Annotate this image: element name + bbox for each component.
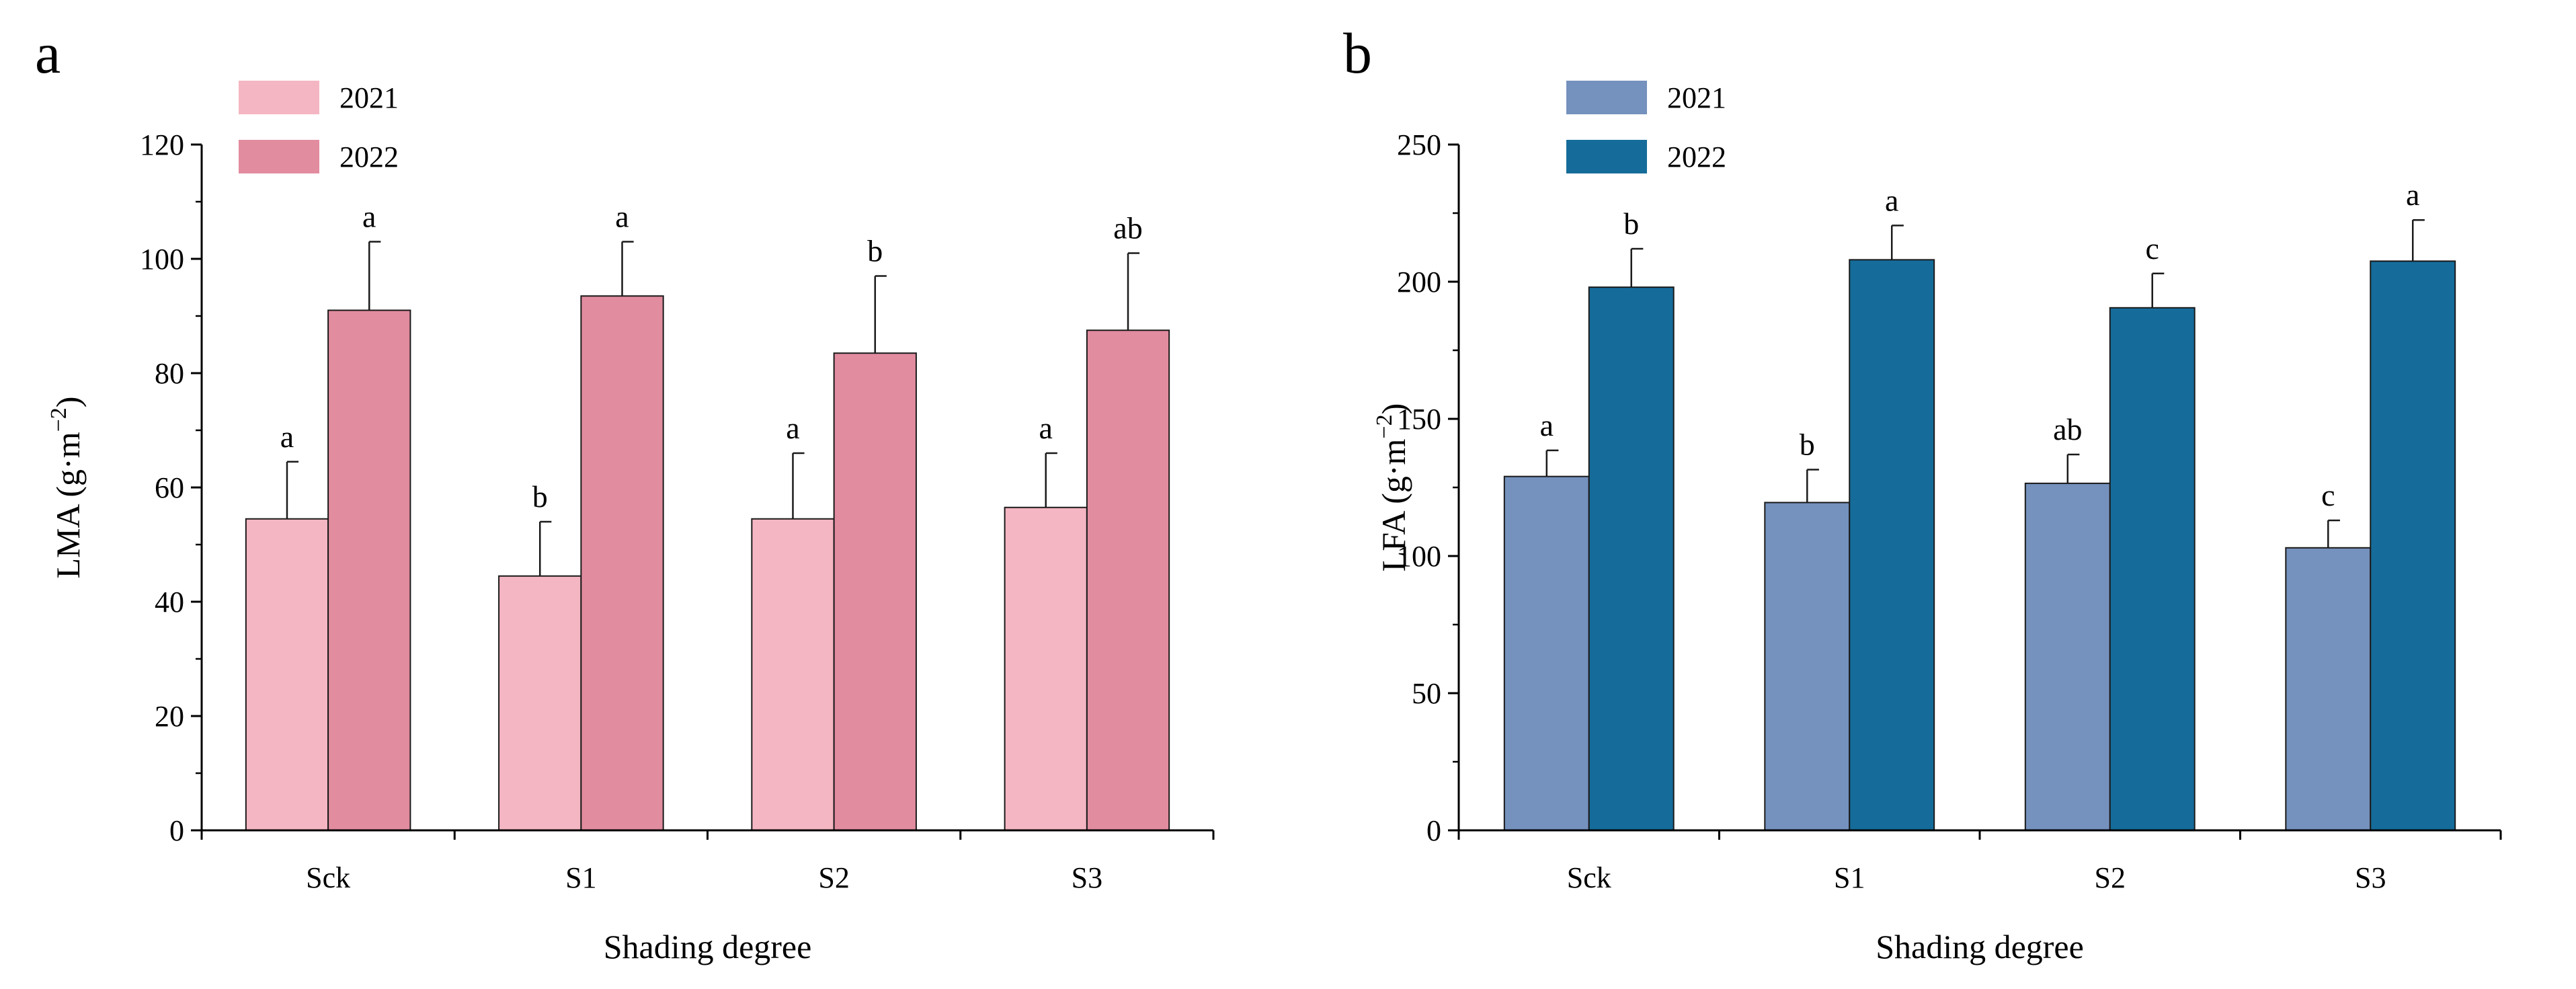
significance-letter: c [2146, 231, 2159, 266]
bar-2021-S2 [2024, 482, 2111, 831]
bar-2022-S2 [833, 352, 917, 831]
y-axis-title: LMA (g·m−2) [46, 397, 87, 579]
significance-letter: a [1885, 183, 1898, 217]
significance-letter: a [2406, 177, 2419, 212]
x-tick-label: S1 [1834, 861, 1865, 894]
significance-letter: c [2321, 478, 2335, 512]
bar-2021-Sck [245, 518, 329, 831]
bar-2022-S1 [1849, 259, 1935, 831]
significance-letter: ab [2053, 412, 2082, 446]
y-tick-label: 120 [140, 128, 184, 161]
significance-letter: a [1039, 411, 1053, 445]
legend-label-2022: 2022 [339, 141, 399, 173]
y-axis-title: LFA (g·m−2) [1372, 403, 1412, 572]
significance-letter: a [1540, 408, 1554, 442]
bar-2022-S3 [1086, 329, 1170, 831]
bar-2022-S2 [2109, 307, 2196, 831]
y-axis-title-exponent: −2 [46, 407, 71, 432]
x-tick-label: S2 [818, 861, 849, 894]
legend-swatch-2022 [1566, 140, 1647, 173]
x-tick-label: Sck [306, 861, 350, 894]
bar-2022-Sck [1588, 286, 1675, 832]
y-tick-label: 20 [155, 700, 184, 733]
significance-letter: ab [1113, 211, 1142, 245]
y-axis-title-close: ) [49, 397, 87, 408]
x-tick-label: Sck [1567, 861, 1611, 894]
y-tick-label: 0 [1426, 814, 1441, 847]
y-tick-label: 50 [1412, 677, 1441, 710]
bar-2021-S3 [2285, 547, 2372, 831]
y-axis-title-close: ) [1375, 403, 1412, 415]
x-tick-label: S2 [2095, 861, 2126, 894]
bar-2022-S3 [2370, 260, 2456, 831]
panel-letter: a [35, 21, 61, 85]
bar-2021-S3 [1004, 506, 1088, 831]
legend-swatch-2021 [239, 81, 319, 114]
y-axis-title-main: LMA (g·m [49, 432, 87, 578]
significance-letter: a [362, 200, 376, 234]
significance-letter: b [532, 479, 548, 514]
y-tick-label: 100 [140, 243, 184, 276]
y-axis-title-main: LFA (g·m [1375, 438, 1412, 571]
significance-letter: a [280, 420, 294, 454]
significance-letter: a [786, 411, 799, 445]
y-axis-title-exponent: −2 [1372, 414, 1397, 438]
significance-letter: a [615, 200, 629, 234]
bar-2021-S1 [498, 575, 582, 831]
legend-swatch-2021 [1566, 81, 1647, 114]
legend-label-2022: 2022 [1667, 141, 1726, 173]
x-tick-label: S3 [1072, 861, 1102, 894]
bar-2021-S1 [1764, 502, 1851, 831]
legend-swatch-2022 [239, 140, 319, 173]
bar-2022-Sck [327, 309, 411, 831]
bar-2021-S2 [751, 518, 835, 831]
y-tick-label: 60 [155, 471, 184, 504]
bar-2021-Sck [1503, 475, 1590, 831]
y-tick-label: 200 [1397, 266, 1441, 299]
x-tick-label: S1 [565, 861, 596, 894]
x-axis-title: Shading degree [604, 928, 812, 965]
legend-label-2021: 2021 [1667, 81, 1726, 114]
y-tick-label: 80 [155, 357, 184, 390]
y-tick-label: 40 [155, 586, 184, 619]
x-tick-label: S3 [2355, 861, 2386, 894]
y-tick-label: 100 [1397, 540, 1441, 573]
significance-letter: b [1623, 206, 1639, 241]
bar-2022-S1 [580, 295, 664, 831]
legend-label-2021: 2021 [339, 81, 399, 114]
panel-letter: b [1343, 21, 1372, 85]
y-tick-label: 150 [1397, 403, 1441, 436]
x-axis-title: Shading degree [1876, 928, 2084, 965]
significance-letter: b [867, 234, 883, 268]
significance-letter: b [1800, 427, 1815, 461]
y-tick-label: 250 [1397, 128, 1441, 161]
y-tick-label: 0 [169, 814, 184, 847]
